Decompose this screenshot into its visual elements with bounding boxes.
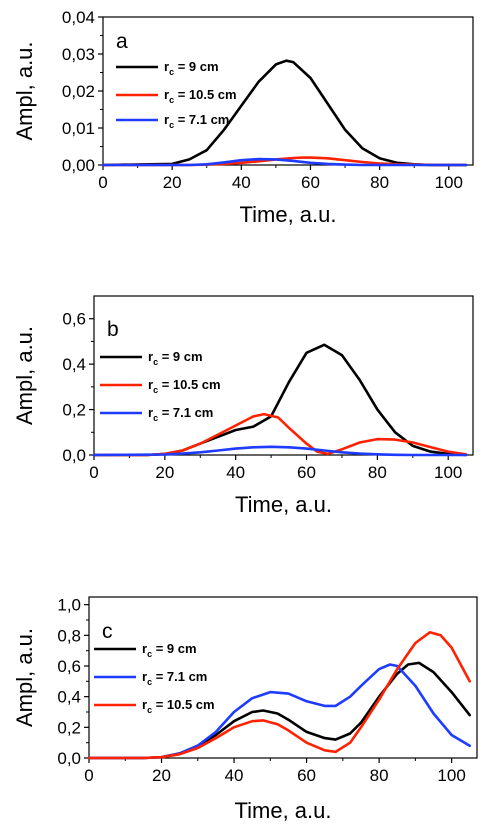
x-axis-label: Time, a.u. (240, 202, 337, 227)
y-tick-label: 0,4 (62, 355, 86, 374)
x-tick-label: 80 (368, 463, 387, 482)
y-axis-label: Ampl, a.u. (12, 326, 37, 425)
y-tick-label: 0,6 (57, 657, 81, 676)
legend-label: rc = 10.5 cm (142, 697, 215, 715)
x-tick-label: 40 (232, 173, 251, 192)
x-tick-label: 40 (226, 463, 245, 482)
series-line (87, 663, 472, 760)
panel-label: c (102, 620, 113, 643)
y-tick-label: 1,0 (57, 596, 81, 615)
x-tick-label: 20 (152, 766, 171, 785)
y-axis-label: Ampl, a.u. (12, 628, 37, 727)
legend-label: rc = 9 cm (142, 641, 197, 659)
legend-label: rc = 10.5 cm (164, 87, 237, 105)
chart-panel-a: 0 20 40 60 80 100 0,00 0,01 0,02 0,03 0,04 Time, a.… (12, 8, 474, 227)
series-line (101, 59, 468, 167)
legend-label: rc = 7.1 cm (142, 669, 207, 687)
chart-panel-b: 0 20 40 60 80 100 0,0 0,2 0,4 0,6 Time, a.u. Ampl, … (12, 295, 474, 517)
y-tick-label: 0,2 (62, 401, 86, 420)
y-tick-label: 0,00 (62, 156, 95, 175)
y-axis-label: Ampl, a.u. (12, 41, 37, 140)
y-tick-label: 0,01 (62, 119, 95, 138)
x-axis-label: Time, a.u. (235, 798, 332, 823)
legend-label: rc = 7.1 cm (164, 112, 229, 130)
plot-frame (88, 596, 478, 759)
x-tick-label: 20 (155, 463, 174, 482)
legend-label: rc = 9 cm (148, 349, 203, 367)
x-tick-label: 100 (434, 463, 462, 482)
panel-label: b (107, 318, 119, 341)
x-axis-label: Time, a.u. (235, 492, 332, 517)
x-tick-label: 60 (297, 463, 316, 482)
x-tick-label: 80 (370, 766, 389, 785)
plot-frame (93, 295, 474, 456)
y-tick-label: 0,0 (62, 446, 86, 465)
legend-label: rc = 10.5 cm (148, 377, 221, 395)
series-line (101, 157, 468, 167)
x-tick-label: 0 (98, 173, 107, 192)
x-tick-label: 100 (437, 766, 465, 785)
y-tick-label: 0,2 (57, 718, 81, 737)
chart-panel-c: 0 20 40 60 80 100 0,0 0,2 0,4 0,6 0,8 1,0 Time, a.u.… (12, 596, 478, 823)
x-tick-label: 40 (225, 766, 244, 785)
series-line (92, 412, 468, 457)
x-tick-label: 100 (435, 173, 463, 192)
x-tick-label: 60 (297, 766, 316, 785)
series-line (87, 630, 472, 760)
plot-frame (102, 16, 474, 166)
series-line (92, 445, 468, 457)
x-tick-label: 0 (84, 766, 93, 785)
legend-label: rc = 9 cm (164, 59, 219, 77)
y-tick-label: 0,02 (62, 82, 95, 101)
y-tick-label: 0,04 (62, 8, 95, 27)
y-tick-label: 0,8 (57, 626, 81, 645)
x-tick-label: 60 (301, 173, 320, 192)
x-tick-label: 20 (163, 173, 182, 192)
y-tick-label: 0,0 (57, 749, 81, 768)
y-tick-label: 0,6 (62, 310, 86, 329)
y-tick-label: 0,03 (62, 45, 95, 64)
legend-label: rc = 7.1 cm (148, 405, 213, 423)
x-tick-label: 0 (89, 463, 98, 482)
x-tick-label: 80 (370, 173, 389, 192)
y-tick-label: 0,4 (57, 688, 81, 707)
panel-label: a (116, 30, 128, 53)
